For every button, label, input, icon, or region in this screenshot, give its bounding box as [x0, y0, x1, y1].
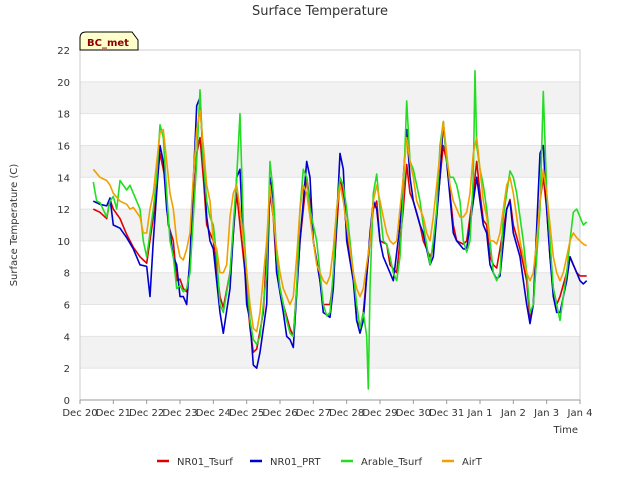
plot-background-bands	[80, 81, 580, 401]
x-tick-label: Dec 20	[62, 408, 97, 419]
x-tick-label: Dec 27	[296, 408, 331, 419]
y-tick-label: 0	[64, 396, 70, 407]
series-line-airt	[92, 109, 588, 333]
station-badge: BC_met	[79, 31, 139, 51]
grid-band	[80, 336, 580, 369]
y-tick-label: 6	[64, 301, 70, 312]
x-tick-label: Dec 24	[196, 408, 231, 419]
chart-title: Surface Temperature	[252, 4, 388, 19]
y-axis: 0 2 4 6 8 10 12 14 16 18 20 22	[57, 46, 70, 407]
y-tick-label: 8	[64, 269, 70, 280]
x-axis-label: Time	[553, 425, 578, 436]
x-tick-label: Dec 23	[162, 408, 197, 419]
x-tick-label: Dec 21	[96, 408, 131, 419]
x-tick-label: Jan 3	[533, 408, 559, 419]
x-tick-label: Dec 22	[129, 408, 164, 419]
x-tick-label: Dec 29	[362, 408, 397, 419]
y-tick-label: 4	[64, 332, 70, 343]
legend-label: NR01_PRT	[270, 457, 321, 468]
x-tick-label: Dec 30	[396, 408, 431, 419]
x-tick-label: Jan 2	[500, 408, 526, 419]
x-tick-label: Dec 31	[429, 408, 464, 419]
badge-label: BC_met	[87, 38, 129, 49]
x-tick-label: Jan 1	[467, 408, 493, 419]
y-axis-label: Surface Temperature (C)	[9, 164, 20, 287]
series-lines	[92, 69, 588, 390]
y-tick-label: 22	[57, 46, 70, 57]
y-tick-label: 12	[57, 205, 70, 216]
y-tick-label: 14	[57, 173, 70, 184]
y-tick-label: 16	[57, 141, 70, 152]
legend-label: AirT	[462, 457, 483, 468]
x-tick-label: Dec 25	[229, 408, 264, 419]
y-tick-label: 20	[57, 78, 70, 89]
legend: NR01_Tsurf NR01_PRT Arable_Tsurf AirT	[157, 457, 483, 468]
y-tick-label: 10	[57, 237, 70, 248]
x-tick-label: Jan 4	[567, 408, 593, 419]
series-line-nr01-prt	[92, 96, 588, 370]
y-tick-label: 2	[64, 364, 70, 375]
y-tick-labels: 0 2 4 6 8 10 12 14 16 18 20 22	[57, 46, 70, 407]
x-tick-label: Dec 26	[262, 408, 297, 419]
grid-band	[80, 209, 580, 241]
grid-band	[80, 81, 580, 114]
legend-label: Arable_Tsurf	[361, 457, 422, 468]
y-tick-label: 18	[57, 110, 70, 121]
legend-label: NR01_Tsurf	[177, 457, 233, 468]
badge-shape	[79, 31, 139, 51]
x-tick-label: Dec 28	[329, 408, 364, 419]
